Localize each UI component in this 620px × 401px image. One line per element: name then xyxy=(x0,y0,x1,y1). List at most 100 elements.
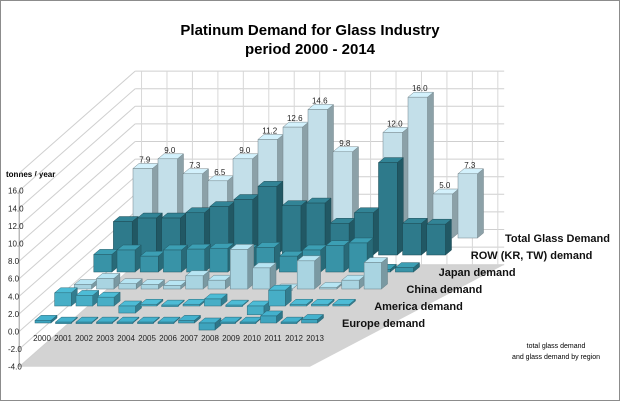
side-wall-gridline xyxy=(18,70,136,174)
bar-america-demand-2005 xyxy=(161,304,179,307)
y-tick-label: 10.0 xyxy=(8,240,24,249)
x-tick-label: 2012 xyxy=(285,334,303,343)
bar-europe-demand-2005 xyxy=(137,321,154,324)
x-axis-label-line-2: and glass demand by region xyxy=(512,354,600,361)
bar-america-demand-2002 xyxy=(97,296,115,307)
series-label: Europe demand xyxy=(342,318,425,330)
bar-row-kr-tw-demand-2013 xyxy=(426,223,446,256)
x-tick-label: 2004 xyxy=(117,334,135,343)
bar-japan-demand-2010 xyxy=(325,245,345,273)
bar-europe-demand-2010 xyxy=(239,321,257,324)
y-tick-label: 14.0 xyxy=(8,204,24,213)
x-axis-label: total glass demand and glass demand by r… xyxy=(512,341,600,363)
data-label: 7.3 xyxy=(189,161,201,170)
bar-europe-demand-2000 xyxy=(34,320,52,324)
side-wall-gridline xyxy=(18,141,136,244)
bar-america-demand-2007 xyxy=(204,298,222,307)
data-label: 12.0 xyxy=(387,119,403,128)
bar-side xyxy=(445,218,452,256)
bar-japan-demand-2008 xyxy=(279,255,298,273)
series-label: ROW (KR, TW) demand xyxy=(471,250,593,262)
bar-japan-demand-2000 xyxy=(93,254,113,273)
bar-china-demand-2000 xyxy=(73,284,92,290)
x-tick-label: 2010 xyxy=(243,334,261,343)
y-tick-label: -4.0 xyxy=(8,363,22,372)
bar-total-glass-demand-2011 xyxy=(407,96,428,239)
bar-europe-demand-2006 xyxy=(157,321,175,324)
bar-europe-demand-2011 xyxy=(260,315,277,324)
bar-china-demand-2005 xyxy=(185,275,204,290)
bar-japan-demand-2013 xyxy=(395,267,414,273)
data-label: 6.5 xyxy=(214,168,226,177)
x-tick-label: 2000 xyxy=(33,334,51,343)
x-tick-label: 2011 xyxy=(264,334,282,343)
side-wall-gridline xyxy=(18,105,136,209)
bar-america-demand-2003 xyxy=(118,305,136,314)
y-tick-label: 6.0 xyxy=(8,275,20,284)
series-label: China demand xyxy=(406,284,482,296)
bar-europe-demand-2008 xyxy=(198,322,216,331)
bar-europe-demand-2004 xyxy=(116,321,134,324)
bar-total-glass-demand-2013 xyxy=(457,173,478,239)
bar-china-demand-2013 xyxy=(363,262,382,290)
bar-america-demand-2008 xyxy=(225,304,243,307)
x-axis-label-line-1: total glass demand xyxy=(526,343,586,350)
bar-europe-demand-2012 xyxy=(280,321,298,324)
bar-america-demand-2013 xyxy=(332,303,350,307)
x-tick-label: 2002 xyxy=(75,334,93,343)
bar-japan-demand-2001 xyxy=(116,249,136,273)
bar-europe-demand-2007 xyxy=(178,320,195,324)
bar-europe-demand-2003 xyxy=(96,321,113,324)
x-tick-label: 2006 xyxy=(159,334,177,343)
bar-china-demand-2001 xyxy=(96,278,115,290)
y-tick-label: 12.0 xyxy=(8,222,24,231)
bar-china-demand-2008 xyxy=(252,267,271,290)
bar-row-kr-tw-demand-2012 xyxy=(402,223,422,256)
bar-america-demand-2012 xyxy=(311,303,329,307)
data-label: 16.0 xyxy=(412,84,428,93)
bar-china-demand-2003 xyxy=(140,284,159,290)
bar-japan-demand-2004 xyxy=(186,248,205,273)
x-tick-label: 2009 xyxy=(222,334,240,343)
side-wall-gridline xyxy=(18,123,136,227)
bar-europe-demand-2009 xyxy=(219,321,236,324)
data-label: 9.0 xyxy=(239,146,251,155)
chart-subtitle: period 2000 - 2014 xyxy=(244,41,376,58)
data-label: 5.0 xyxy=(439,181,451,190)
x-tick-label: 2007 xyxy=(180,334,198,343)
bar-china-demand-2006 xyxy=(207,279,226,290)
y-tick-label: 0.0 xyxy=(8,328,20,337)
bar-row-kr-tw-demand-2011 xyxy=(378,162,398,256)
bar-america-demand-2004 xyxy=(139,303,158,307)
data-label: 7.9 xyxy=(139,155,151,164)
y-tick-label: 8.0 xyxy=(8,257,20,266)
series-label: America demand xyxy=(374,301,463,313)
bar-side xyxy=(477,168,484,239)
bar-side xyxy=(381,257,388,290)
bar-europe-demand-2013 xyxy=(301,319,318,324)
x-tick-label: 2003 xyxy=(96,334,114,343)
data-label: 7.3 xyxy=(464,161,476,170)
series-label: Total Glass Demand xyxy=(505,233,610,245)
bar-china-demand-2011 xyxy=(319,286,338,290)
side-wall-gridline xyxy=(18,176,136,280)
bar-china-demand-2007 xyxy=(230,249,248,290)
bar-side xyxy=(427,91,434,239)
y-tick-label: -2.0 xyxy=(8,345,22,354)
bar-japan-demand-2011 xyxy=(348,242,368,273)
bar-side xyxy=(314,255,321,290)
data-label: 14.6 xyxy=(312,97,328,106)
x-tick-label: 2008 xyxy=(201,334,219,343)
data-label: 9.0 xyxy=(164,146,176,155)
side-wall-gridline xyxy=(18,158,136,262)
x-tick-label: 2005 xyxy=(138,334,156,343)
bar-japan-demand-2003 xyxy=(163,249,182,273)
y-tick-label: 2.0 xyxy=(8,310,20,319)
y-tick-label: 4.0 xyxy=(8,292,20,301)
bar-row-kr-tw-demand-2007 xyxy=(281,205,302,256)
bar-china-demand-2004 xyxy=(163,285,182,290)
bar-america-demand-2001 xyxy=(75,295,93,307)
bar-china-demand-2012 xyxy=(341,279,360,290)
chart-title: Platinum Demand for Glass Industry xyxy=(180,22,440,39)
